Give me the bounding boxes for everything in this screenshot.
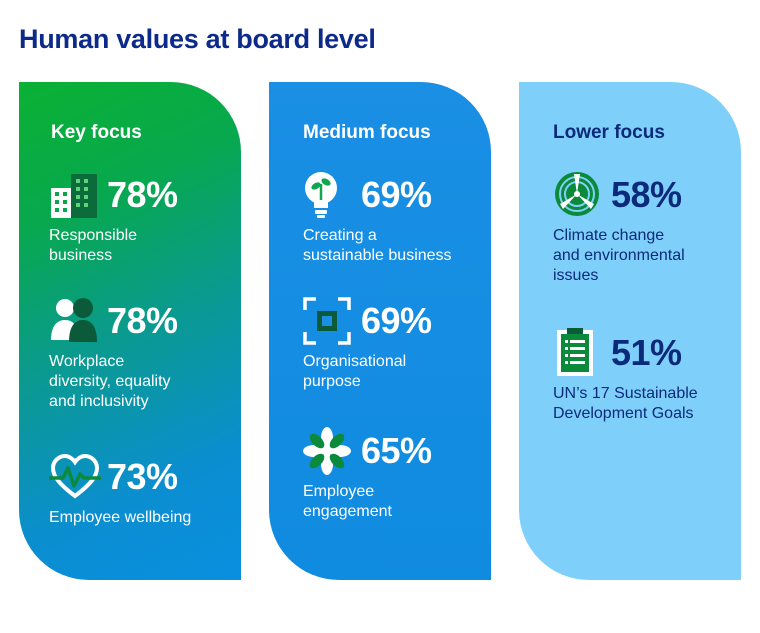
lower-focus-card: Lower focus 58% Climate change and en: [519, 82, 741, 580]
list-item: 51% UN’s 17 Sustainable Development Goal…: [553, 328, 741, 424]
wind-turbine-icon: [553, 170, 605, 220]
percentage-value: 69%: [361, 300, 432, 341]
item-label: Responsible business: [49, 227, 138, 264]
percentage-value: 78%: [107, 174, 178, 215]
medium-focus-card: Medium focus 69% Creating a sustainable …: [269, 82, 491, 580]
percentage-value: 78%: [107, 300, 178, 341]
percentage-value: 65%: [361, 430, 432, 471]
item-label: Climate change and environmental issues: [553, 227, 685, 284]
list-item: 73% Employee wellbeing: [49, 452, 239, 528]
item-label: Employee engagement: [303, 483, 392, 520]
list-item: 69% Creating a sustainable business: [303, 170, 491, 266]
list-item: 78% Workplace diversity, equality and in…: [49, 296, 239, 412]
clipboard-icon: [553, 328, 605, 378]
heartbeat-icon: [49, 452, 101, 502]
page-title: Human values at board level: [19, 24, 376, 54]
item-label: Workplace diversity, equality and inclus…: [49, 353, 171, 410]
item-label: Employee wellbeing: [49, 509, 192, 526]
people-icon: [49, 296, 101, 346]
item-label: Creating a sustainable business: [303, 227, 452, 264]
list-item: 65% Employee engagement: [303, 426, 491, 522]
buildings-icon: [49, 170, 101, 220]
item-label: UN’s 17 Sustainable Development Goals: [553, 385, 698, 422]
card-title: Key focus: [51, 122, 142, 143]
percentage-value: 51%: [611, 332, 682, 373]
lightbulb-plant-icon: [303, 170, 355, 220]
percentage-value: 73%: [107, 456, 178, 497]
list-item: 58% Climate change and environmental iss…: [553, 170, 741, 286]
item-label: Organisational purpose: [303, 353, 407, 390]
flower-icon: [303, 426, 355, 476]
percentage-value: 58%: [611, 174, 682, 215]
card-title: Lower focus: [553, 122, 665, 143]
key-focus-card: Key focus: [19, 82, 241, 580]
target-square-icon: [303, 296, 355, 346]
card-title: Medium focus: [303, 122, 431, 143]
percentage-value: 69%: [361, 174, 432, 215]
list-item: 69% Organisational purpose: [303, 296, 491, 392]
list-item: 78% Responsible business: [49, 170, 239, 266]
